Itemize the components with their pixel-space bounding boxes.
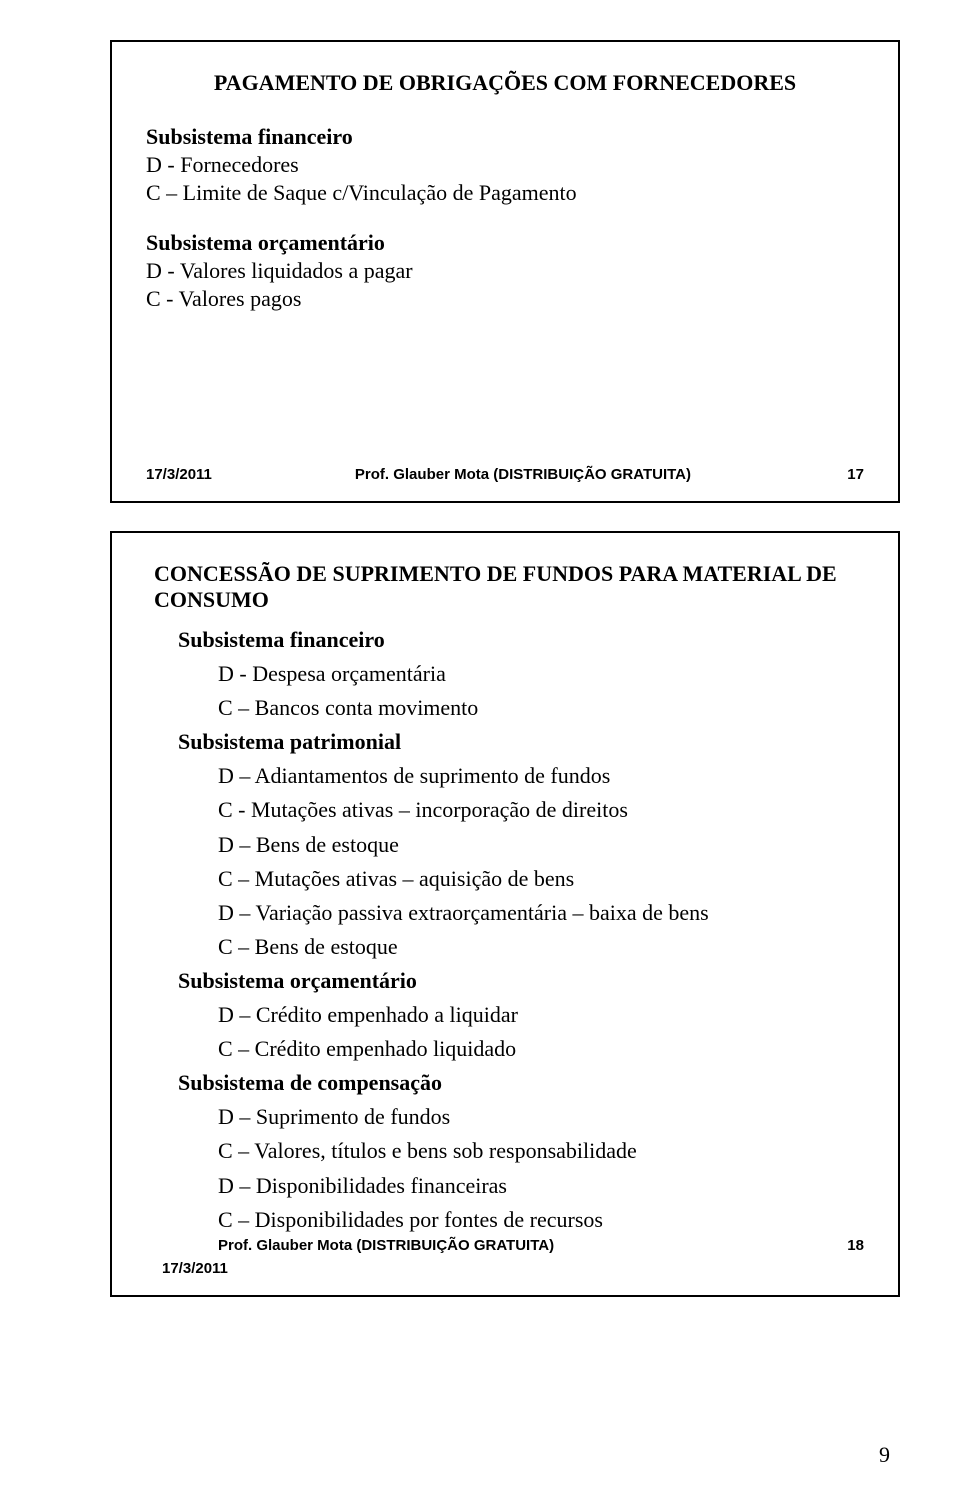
entry-line: D – Bens de estoque: [146, 828, 864, 862]
footer-date: 17/3/2011: [146, 466, 212, 483]
footer-author: Prof. Glauber Mota (DISTRIBUIÇÃO GRATUIT…: [218, 1237, 554, 1254]
entry-line: D - Fornecedores: [146, 152, 864, 178]
entry-line: C - Valores pagos: [146, 286, 864, 312]
slide-1: PAGAMENTO DE OBRIGAÇÕES COM FORNECEDORES…: [110, 40, 900, 503]
group-heading: Subsistema orçamentário: [146, 230, 864, 256]
entry-line: C – Crédito empenhado liquidado: [146, 1032, 864, 1066]
entry-line: D – Variação passiva extraorçamentária –…: [146, 896, 864, 930]
entry-line: C - Mutações ativas – incorporação de di…: [146, 793, 864, 827]
page-number: 9: [879, 1442, 890, 1468]
slide1-group-1: Subsistema orçamentário D - Valores liqu…: [146, 230, 864, 312]
entry-line: D – Disponibilidades financeiras: [146, 1169, 864, 1203]
section-heading: Subsistema orçamentário: [146, 964, 864, 998]
footer-date: 17/3/2011: [146, 1260, 864, 1277]
entry-line: D – Crédito empenhado a liquidar: [146, 998, 864, 1032]
entry-line: C – Bens de estoque: [146, 930, 864, 964]
footer-page: 17: [834, 466, 864, 483]
group-heading: Subsistema financeiro: [146, 124, 864, 150]
footer-page: 18: [834, 1237, 864, 1254]
slide1-footer: 17/3/2011 Prof. Glauber Mota (DISTRIBUIÇ…: [146, 466, 864, 483]
entry-line: C – Disponibilidades por fontes de recur…: [146, 1203, 864, 1237]
entry-line: C – Valores, títulos e bens sob responsa…: [146, 1134, 864, 1168]
slide2-footer: Prof. Glauber Mota (DISTRIBUIÇÃO GRATUIT…: [146, 1237, 864, 1254]
entry-line: C – Limite de Saque c/Vinculação de Paga…: [146, 180, 864, 206]
slide2-title: CONCESSÃO DE SUPRIMENTO DE FUNDOS PARA M…: [146, 561, 864, 613]
slide1-group-0: Subsistema financeiro D - Fornecedores C…: [146, 124, 864, 206]
slide1-title: PAGAMENTO DE OBRIGAÇÕES COM FORNECEDORES: [146, 70, 864, 96]
entry-line: C – Bancos conta movimento: [146, 691, 864, 725]
entry-line: D – Suprimento de fundos: [146, 1100, 864, 1134]
entry-line: C – Mutações ativas – aquisição de bens: [146, 862, 864, 896]
slide-2: CONCESSÃO DE SUPRIMENTO DE FUNDOS PARA M…: [110, 531, 900, 1297]
section-heading: Subsistema patrimonial: [146, 725, 864, 759]
entry-line: D - Valores liquidados a pagar: [146, 258, 864, 284]
footer-author: Prof. Glauber Mota (DISTRIBUIÇÃO GRATUIT…: [355, 466, 691, 483]
section-heading: Subsistema de compensação: [146, 1066, 864, 1100]
entry-line: D – Adiantamentos de suprimento de fundo…: [146, 759, 864, 793]
entry-line: D - Despesa orçamentária: [146, 657, 864, 691]
section-heading: Subsistema financeiro: [146, 623, 864, 657]
